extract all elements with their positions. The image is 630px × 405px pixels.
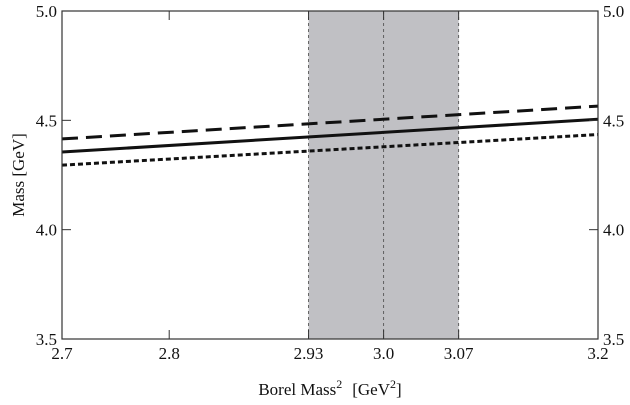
x-axis-title-unit-close: ] <box>396 380 402 399</box>
plot-frame <box>61 10 599 340</box>
y-axis-title: Mass [GeV] <box>9 133 28 217</box>
x-axis-title-unit-open: [GeV <box>352 380 390 399</box>
x-axis-title: Borel Mass2 [GeV2] <box>258 377 401 399</box>
x-axis-title-unit-exponent: 2 <box>390 377 396 391</box>
series-line-dashed <box>61 104 599 141</box>
x-tick-label: 2.93 <box>294 344 324 363</box>
x-axis-title-exponent: 2 <box>336 377 342 391</box>
series-line-solid <box>61 117 599 154</box>
x-tick-label: 2.8 <box>159 344 180 363</box>
y-tick-label-left: 4.5 <box>36 111 57 130</box>
x-tick-label: 3.2 <box>587 344 608 363</box>
shaded-region-layer <box>308 11 460 339</box>
tick-layer <box>61 10 599 340</box>
y-tick-label-right: 4.0 <box>603 221 624 240</box>
x-tick-label: 3.07 <box>444 344 474 363</box>
tick-label-layer: 2.7 2.8 2.93 3.0 3.07 3.23.5 3.54.0 4.04.5 4.55.… <box>36 2 625 363</box>
x-tick-label: 3.0 <box>373 344 394 363</box>
y-tick-label-left: 3.5 <box>36 330 57 349</box>
x-tick-label: 2.7 <box>51 344 73 363</box>
y-tick-label-right: 4.5 <box>603 111 624 130</box>
y-tick-label-right: 5.0 <box>603 2 624 21</box>
y-tick-label-right: 3.5 <box>603 330 624 349</box>
series-layer <box>61 104 599 167</box>
series-line-dotted <box>61 133 599 167</box>
y-tick-label-left: 4.0 <box>36 221 57 240</box>
y-tick-label-left: 5.0 <box>36 2 57 21</box>
x-axis-title-main: Borel Mass <box>258 380 336 399</box>
